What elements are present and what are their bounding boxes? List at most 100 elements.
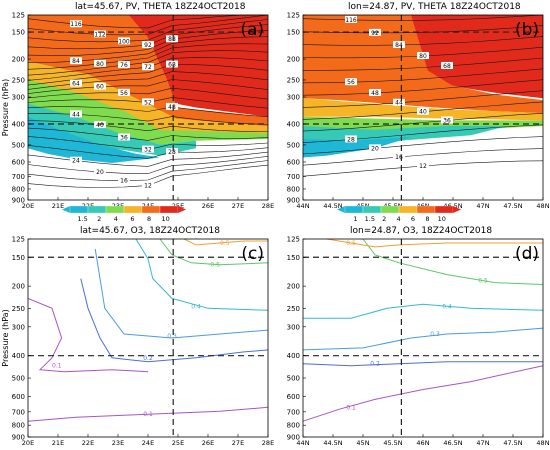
colorbar-arrow-low <box>337 206 345 213</box>
x-tick-label: 47.5N <box>503 439 522 447</box>
theta-label: 80 <box>96 61 104 68</box>
y-tick-label: 900 <box>287 197 300 205</box>
panel-d-title: lon=24.87, O3, 18Z24OCT2018 <box>350 226 493 236</box>
colorbar-segment <box>123 205 143 214</box>
theta-contour <box>27 36 269 63</box>
theta-contour <box>302 148 544 166</box>
x-tick-label: 26E <box>202 439 214 447</box>
colorbar-arrow-high <box>453 206 461 213</box>
theta-label: 28 <box>347 136 355 143</box>
theta-contour <box>27 71 269 90</box>
o3-contour <box>302 365 544 422</box>
theta-contour <box>302 68 544 84</box>
theta-label: 52 <box>144 99 152 106</box>
o3-contour-label: 0.5 <box>220 240 230 247</box>
panel-label: (a) <box>240 20 264 40</box>
pv-fill-region <box>28 61 268 136</box>
colorbar-label: 2 <box>97 215 101 223</box>
colorbar-label: 10 <box>438 215 446 223</box>
y-tick-label: 200 <box>12 56 25 64</box>
y-tick-label: 125 <box>287 12 300 20</box>
theta-label: 76 <box>120 62 128 69</box>
theta-contour <box>27 156 269 174</box>
o3-contour <box>27 406 269 422</box>
theta-contour <box>27 106 269 117</box>
theta-label: 28 <box>168 149 176 156</box>
theta-label: 16 <box>120 178 128 185</box>
panel-a-title: lat=45.67, PV, THETA 18Z24OCT2018 <box>75 2 246 12</box>
theta-label: 20 <box>96 169 104 176</box>
theta-label-box <box>393 40 405 48</box>
theta-label: 68 <box>168 62 176 69</box>
colorbar-segment <box>141 205 161 214</box>
theta-label-box <box>393 153 405 161</box>
theta-label: 16 <box>395 154 403 161</box>
theta-label: 48 <box>371 90 379 97</box>
theta-label-box <box>70 110 82 118</box>
theta-contour <box>27 145 269 159</box>
pv-fill-region <box>28 116 160 163</box>
y-tick-label: 400 <box>12 121 25 129</box>
theta-label: 12 <box>419 163 427 170</box>
theta-contour <box>27 14 268 29</box>
x-tick-label: 46.5N <box>443 439 462 447</box>
y-tick-label: 150 <box>12 254 25 262</box>
y-axis-label: Pressure (hPa) <box>1 309 10 366</box>
panel-label: (d) <box>515 244 539 264</box>
theta-label-box <box>166 60 178 68</box>
o3-contour-label: 0.1 <box>52 363 62 370</box>
y-tick-label: 600 <box>12 393 25 401</box>
y-tick-label: 300 <box>12 94 25 102</box>
x-tick-label: 26E <box>202 202 214 210</box>
theta-contour <box>27 43 269 70</box>
y-tick-label: 500 <box>287 375 300 383</box>
theta-label: 88 <box>168 36 176 43</box>
theta-label-box <box>417 52 429 60</box>
x-tick-label: 48N <box>536 202 549 210</box>
theta-label-box <box>417 161 429 169</box>
panel-label: (c) <box>241 244 264 264</box>
x-tick-label: 44.5N <box>323 439 342 447</box>
y-axis-label: Pressure (hPa) <box>1 79 10 136</box>
theta-contour <box>27 19 269 43</box>
theta-contour <box>302 113 544 132</box>
o3-contour <box>326 238 543 248</box>
theta-label-box <box>70 20 82 28</box>
panel-label: (b) <box>515 20 539 40</box>
theta-contour <box>27 79 269 94</box>
theta-contour <box>302 136 544 155</box>
o3-contour <box>302 361 543 367</box>
theta-label-box <box>118 37 130 45</box>
theta-label-box <box>70 79 82 87</box>
y-tick-label: 200 <box>12 283 25 291</box>
x-tick-label: 47N <box>476 439 489 447</box>
theta-label: 56 <box>347 79 355 86</box>
y-tick-label: 700 <box>287 408 300 416</box>
colorbar-label: 8 <box>147 215 151 223</box>
o3-contour-label: 0.2 <box>370 361 380 368</box>
panel-d-chart: 0.1 0.2 0.3 0.4 0.5 0.5 125 150 200 250 300 400 500 6… <box>287 236 550 448</box>
colorbar-label: 10 <box>162 215 170 223</box>
y-tick-label: 500 <box>12 375 25 383</box>
theta-label: 48 <box>168 104 176 111</box>
theta-label-box <box>70 57 82 65</box>
theta-contour <box>27 64 269 86</box>
o3-contour-label: 0.5 <box>346 240 356 247</box>
y-tick-label: 125 <box>12 236 25 244</box>
theta-label-box <box>345 135 357 143</box>
o3-contour <box>303 303 544 319</box>
o3-contour <box>94 248 269 339</box>
y-tick-label: 900 <box>12 197 25 205</box>
theta-label-box <box>441 116 453 124</box>
theta-label: 44 <box>72 111 80 118</box>
theta-contour <box>27 113 269 125</box>
theta-label-box <box>118 176 130 184</box>
y-tick-label: 125 <box>287 236 300 244</box>
x-tick-label: 44N <box>296 202 309 210</box>
y-tick-label: 800 <box>287 422 300 430</box>
theta-label: 84 <box>395 42 403 49</box>
theta-label: 72 <box>144 64 152 71</box>
theta-label: 32 <box>144 147 152 154</box>
y-tick-label: 150 <box>287 29 300 37</box>
theta-contour <box>27 160 269 181</box>
